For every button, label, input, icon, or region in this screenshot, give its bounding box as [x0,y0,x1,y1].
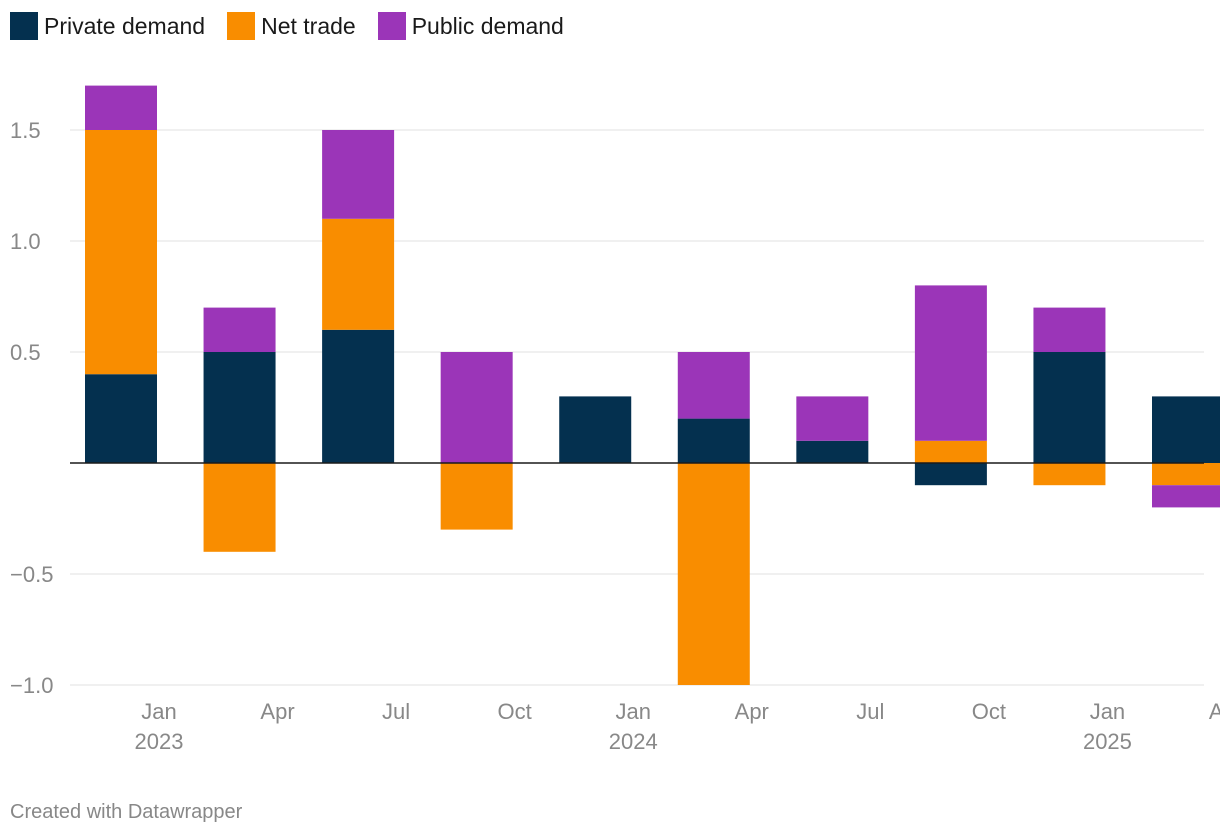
bar-public-demand [440,352,513,463]
bar-private-demand [1152,396,1220,463]
bar-public-demand [796,396,869,441]
bar-net-trade [440,463,513,530]
legend-label-public-demand: Public demand [411,12,564,39]
y-tick-label: −1.0 [10,673,53,698]
x-tick-year-label: 2023 [135,729,184,754]
x-tick-label: Oct [972,699,1006,724]
bar-public-demand [1033,307,1106,352]
legend-item-private-demand: Private demand [10,12,205,40]
bar-private-demand [914,463,987,486]
x-tick-label: Jan [615,699,650,724]
bar-net-trade [677,463,750,685]
y-tick-label: 0.5 [10,340,41,365]
y-tick-label: −0.5 [10,562,53,587]
footer-credit: Created with Datawrapper [10,801,243,823]
x-tick-label: Apr [1209,699,1220,724]
bar-private-demand [322,329,395,463]
bar-private-demand [85,374,157,463]
x-tick-label: Jul [382,699,410,724]
bar-public-demand [322,130,395,219]
bar-private-demand [203,352,276,463]
x-tick-label: Apr [735,699,769,724]
legend-label-net-trade: Net trade [261,12,356,39]
y-tick-label: 1.5 [10,118,41,143]
bar-private-demand [1033,352,1106,463]
legend-item-public-demand: Public demand [377,12,564,40]
x-tick-label: Jul [856,699,884,724]
bar-net-trade [322,218,395,330]
bar-public-demand [914,285,987,441]
legend-label-private-demand: Private demand [44,12,206,39]
x-tick-label: Oct [498,699,532,724]
bar-net-trade [203,463,276,552]
bar-public-demand [1152,485,1220,508]
legend-swatch-net-trade [227,12,256,40]
legend-swatch-private-demand [10,12,38,40]
x-tick-label: Apr [260,699,294,724]
stacked-bar-chart: 1.5 1.0 0.5 −0.5 −1.0 Jan 2023 Apr Jul Oct Jan 2024… [10,85,1220,754]
legend: Private demand Net trade Public demand [10,12,586,40]
bar-private-demand [559,396,632,463]
x-tick-label: Jan [141,699,176,724]
bar-private-demand [796,440,869,463]
bar-private-demand [677,418,750,463]
bar-net-trade [1033,463,1106,486]
bar-public-demand [677,352,750,419]
legend-swatch-public-demand [377,12,406,40]
y-tick-label: 1.0 [10,229,41,254]
x-tick-label: Jan [1090,699,1125,724]
x-tick-year-label: 2025 [1083,729,1132,754]
x-tick-year-label: 2024 [609,729,658,754]
bar-net-trade [1152,463,1220,486]
bar-net-trade [85,130,157,375]
bar-public-demand [203,307,276,352]
legend-item-net-trade: Net trade [227,12,356,40]
bar-net-trade [914,440,987,463]
bar-public-demand [85,85,157,130]
